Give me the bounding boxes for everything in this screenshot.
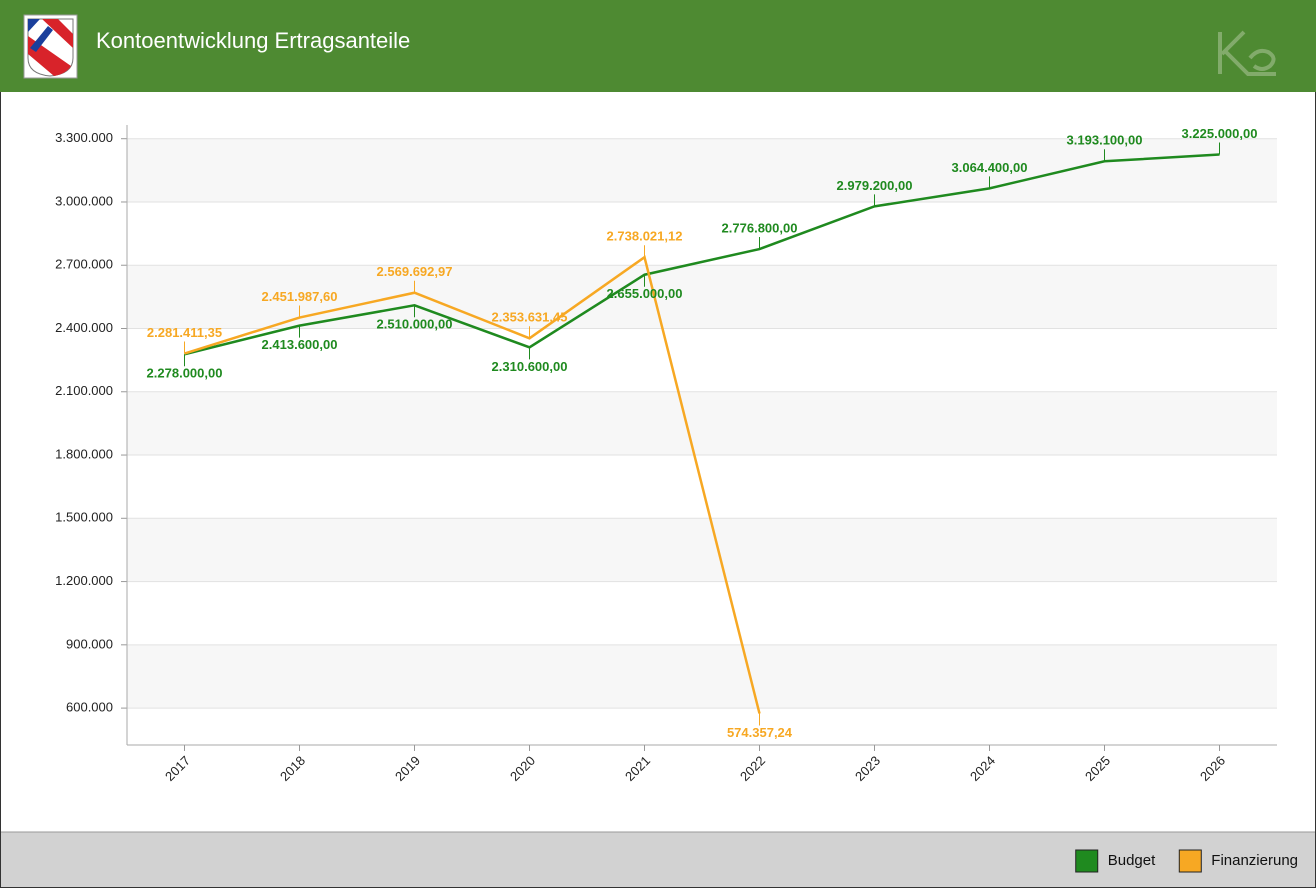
data-label: 2.776.800,00 <box>722 220 798 235</box>
data-label: 2.655.000,00 <box>607 286 683 301</box>
page-title: Kontoentwicklung Ertragsanteile <box>96 28 410 53</box>
legend-label: Finanzierung <box>1211 852 1298 869</box>
data-label: 2.569.692,97 <box>377 264 453 279</box>
y-tick-label: 3.000.000 <box>55 193 113 208</box>
y-tick-label: 2.700.000 <box>55 257 113 272</box>
data-label: 3.064.400,00 <box>952 160 1028 175</box>
data-label: 2.738.021,12 <box>607 229 683 244</box>
data-label: 2.451.987,60 <box>262 289 338 304</box>
y-tick-label: 1.800.000 <box>55 446 113 461</box>
y-tick-label: 600.000 <box>66 700 113 715</box>
legend-swatch <box>1178 849 1202 873</box>
data-label: 574.357,24 <box>727 725 793 740</box>
y-tick-label: 1.200.000 <box>55 573 113 588</box>
data-label: 2.281.411,35 <box>147 325 222 340</box>
data-label: 2.310.600,00 <box>492 359 568 374</box>
legend-label: Budget <box>1108 852 1156 869</box>
data-label: 3.193.100,00 <box>1067 133 1143 148</box>
data-label: 2.278.000,00 <box>147 366 223 381</box>
plot-band <box>127 391 1277 456</box>
data-label: 3.225.000,00 <box>1182 126 1258 141</box>
plot-band <box>127 644 1277 709</box>
plot-band <box>127 265 1277 329</box>
header <box>0 0 1316 92</box>
plot-band <box>127 518 1277 582</box>
series-line <box>184 153 1220 356</box>
legend: Finanzierung Budget <box>1075 849 1298 873</box>
plot-band <box>127 138 1277 202</box>
logo <box>23 14 78 79</box>
y-tick-label: 2.100.000 <box>55 383 113 398</box>
y-tick-label: 3.300.000 <box>55 130 113 145</box>
data-label: 2.413.600,00 <box>262 337 338 352</box>
plot: 600.000 900.000 1.200.000 1.500.000 1.800.00… <box>55 125 1277 784</box>
y-tick-label: 1.500.000 <box>55 510 113 525</box>
y-tick-label: 900.000 <box>66 636 113 651</box>
brand-logo <box>1218 30 1276 76</box>
data-label: 2.353.631,45 <box>492 310 568 325</box>
y-tick-label: 2.400.000 <box>55 320 113 335</box>
data-label: 2.979.200,00 <box>837 178 913 193</box>
legend-swatch <box>1075 849 1099 873</box>
series-line <box>184 255 761 714</box>
data-label: 2.510.000,00 <box>377 317 453 332</box>
